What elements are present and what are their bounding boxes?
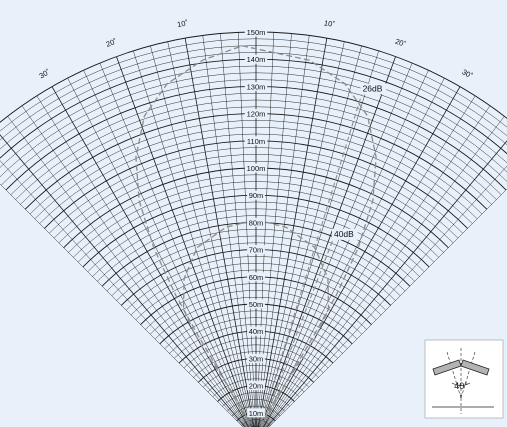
grid-radial-major [116,56,252,427]
range-label: 100m [247,164,266,173]
range-label-bg [244,81,268,91]
range-label-bg [247,190,265,200]
grid-radial-minor [167,41,254,427]
grid-radial-major [184,38,255,427]
range-label-bg [244,163,268,173]
grid-radial-minor [257,35,310,427]
inset-angle-label: 40° [454,381,468,391]
range-label: 20m [249,382,264,391]
grid-radial-minor [0,160,245,427]
grid-radial-minor [150,45,253,427]
range-label-bg [247,299,265,309]
range-label-bg [244,27,268,37]
grid-radial-minor [133,50,253,427]
grid-radial-minor [264,105,491,427]
grid-radial-minor [258,41,345,427]
contour-label-bg [360,83,387,95]
contour-label-40dB: 40dB [334,229,354,239]
range-label: 10m [249,409,264,418]
angle-label: 20˚ [394,37,407,49]
angle-label: 10˚ [323,18,335,29]
grid-radial-major [0,134,246,427]
grid-radial-minor [83,70,251,427]
inset-box [424,339,504,419]
range-label: 30m [249,354,264,363]
range-label: 150m [247,28,266,37]
coverage-contours [135,45,377,427]
grid-radial-minor [265,116,505,427]
grid-radial-minor [99,62,251,427]
guide-lines [259,91,364,427]
right-speaker-icon [460,359,490,376]
range-labels: 10m 20m 30m 40m 50m 60m 70m 80m 90m 100m 110m 120m 1… [244,27,268,418]
grid-radial-minor [0,183,244,427]
grid-radial-major [263,86,461,427]
range-label: 130m [247,82,266,91]
range-label-bg [247,353,265,363]
range-label-bg [247,408,265,418]
grid-radial-minor [267,165,507,427]
angle-label: 10˚ [176,18,188,29]
grid-radial-minor [36,95,248,427]
range-label-bg [247,217,265,227]
contour-26dB [135,45,377,427]
grid-radial-major [260,56,396,427]
grid-radial-minor [7,116,247,427]
grid-radial-major [257,38,328,427]
contour-labels: 26dB 40dB [331,83,387,240]
speaker-array-inset: 40° [424,339,504,419]
range-label-bg [247,272,265,282]
grid-radial-major [266,140,507,427]
grid-radial-minor [264,95,476,427]
grid-radial-minor [202,35,255,427]
contour-label-26dB: 26dB [363,83,383,93]
grid-radial-minor [261,62,413,427]
grid-radial-minor [256,32,275,427]
angle-label: 20˚ [105,37,118,49]
range-label: 60m [249,273,264,282]
guide-line [260,236,335,427]
grid-radial-minor [268,188,507,427]
contour-label-bg [331,228,358,240]
range-label-bg [247,381,265,391]
range-label: 40m [249,327,264,336]
inset-beam-right [460,351,476,399]
range-label-bg [244,54,268,64]
range-label: 140m [247,55,266,64]
range-label-bg [244,109,268,119]
contour-40dB [182,219,330,427]
grid-radial-minor [237,32,256,427]
range-label: 50m [249,300,264,309]
inset-angle-arc [451,382,471,386]
range-label: 80m [249,218,264,227]
grid-radial-minor [256,33,292,427]
range-label: 110m [247,137,265,146]
grid-radial-minor [261,70,429,427]
grid-radial-minor [259,50,379,427]
grid-radial-minor [220,33,256,427]
range-label: 70m [249,246,264,255]
range-label: 90m [249,191,264,200]
range-label: 120m [247,110,266,119]
grid-radial-major [51,86,249,427]
range-label-bg [247,245,265,255]
range-label-bg [247,326,265,336]
inset-beam-left [446,351,462,399]
grid-radial-minor [21,105,248,427]
range-label-bg [244,136,268,146]
guide-line [259,91,364,427]
